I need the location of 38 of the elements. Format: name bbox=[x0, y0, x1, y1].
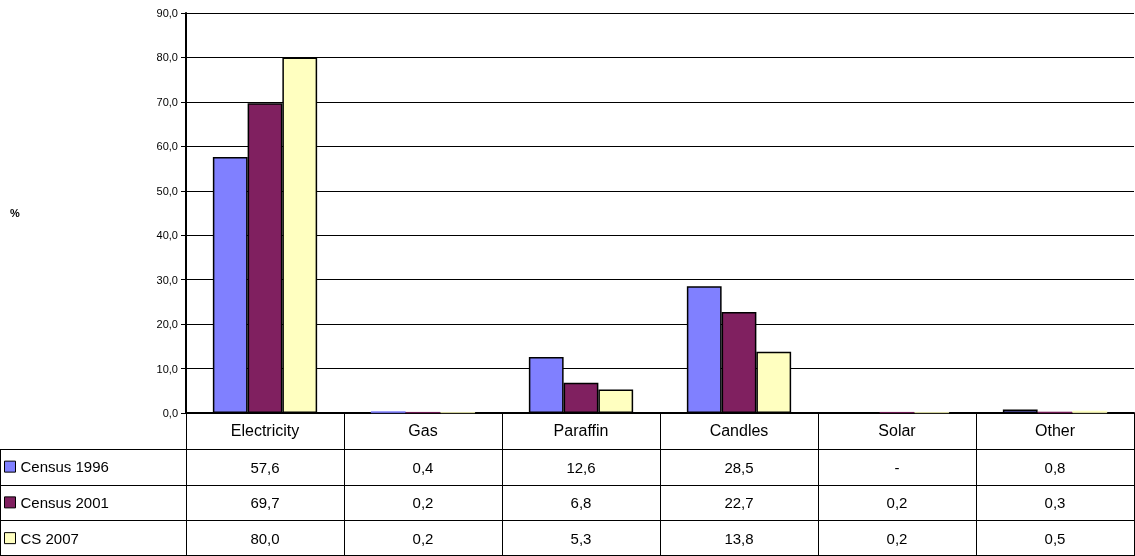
y-tick-label: 40,0 bbox=[156, 229, 178, 242]
legend-label: CS 2007 bbox=[20, 529, 79, 547]
data-label: 22,7 bbox=[724, 493, 754, 511]
y-tick-label: 20,0 bbox=[156, 318, 178, 331]
legend-label: Census 2001 bbox=[20, 493, 109, 511]
y-tick-label: 80,0 bbox=[156, 51, 178, 64]
y-tick-label: 50,0 bbox=[156, 184, 178, 197]
y-tick-label: 70,0 bbox=[156, 95, 178, 108]
data-label: 0,3 bbox=[1044, 493, 1066, 511]
text: % bbox=[10, 206, 20, 219]
x-tick-label: Paraffin bbox=[553, 422, 609, 440]
data-label: 6,8 bbox=[570, 493, 592, 511]
text: - bbox=[894, 458, 900, 476]
y-tick-label: 0,0 bbox=[162, 407, 178, 419]
x-tick-label: Candles bbox=[709, 422, 769, 440]
data-label: 5,3 bbox=[570, 529, 592, 547]
data-label: 0,8 bbox=[1044, 458, 1066, 476]
data-label: 0,2 bbox=[412, 529, 434, 547]
y-tick-label: 30,0 bbox=[156, 273, 178, 286]
data-label: 13,8 bbox=[724, 529, 754, 547]
data-label: 80,0 bbox=[250, 529, 280, 547]
data-label: 69,7 bbox=[250, 493, 280, 511]
data-label: 28,5 bbox=[724, 458, 754, 476]
data-label: 0,2 bbox=[886, 529, 908, 547]
x-tick-label: Solar bbox=[878, 422, 917, 440]
x-tick-label: Gas bbox=[408, 422, 438, 440]
data-label: 0,2 bbox=[886, 493, 908, 511]
data-label: 57,6 bbox=[250, 458, 280, 476]
y-tick-label: 60,0 bbox=[156, 140, 178, 153]
y-tick-label: 90,0 bbox=[156, 7, 178, 19]
data-label: 0,2 bbox=[412, 493, 434, 511]
data-label: 12,6 bbox=[566, 458, 596, 476]
x-tick-label: Other bbox=[1034, 422, 1076, 440]
data-label: 0,4 bbox=[412, 458, 434, 476]
legend-label: Census 1996 bbox=[20, 458, 109, 476]
data-label: 0,5 bbox=[1044, 529, 1066, 547]
y-tick-label: 10,0 bbox=[156, 362, 178, 375]
x-tick-label: Electricity bbox=[230, 422, 300, 440]
